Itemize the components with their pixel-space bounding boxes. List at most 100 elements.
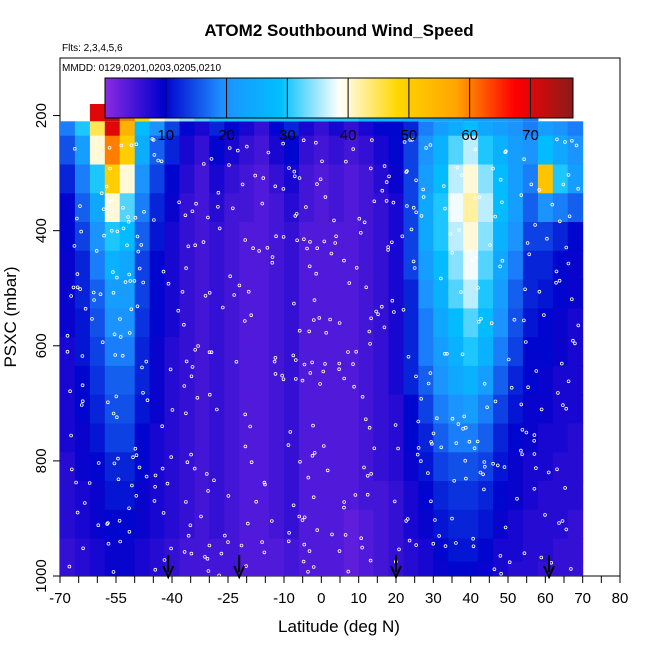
observation-dot	[237, 283, 242, 288]
heatmap-cell	[104, 121, 121, 137]
observation-dot	[493, 399, 498, 404]
heatmap-cell	[552, 279, 569, 309]
heatmap-cell	[313, 121, 330, 137]
x-tick-label: 70	[574, 590, 591, 607]
observation-dot	[576, 323, 581, 328]
heatmap-cell	[343, 193, 360, 223]
observation-dot	[116, 477, 121, 482]
observation-dot	[262, 480, 267, 485]
heatmap-cell	[149, 561, 166, 576]
observation-dot	[391, 200, 396, 205]
observation-dot	[102, 233, 106, 238]
observation-dot	[459, 290, 463, 294]
heatmap-cell	[298, 250, 315, 281]
heatmap-cell	[463, 308, 479, 338]
heatmap-cell	[209, 561, 225, 576]
heatmap-cell	[448, 193, 464, 223]
heatmap-cell	[537, 308, 554, 338]
heatmap-cell	[89, 222, 106, 252]
heatmap-cell	[328, 365, 345, 396]
observation-dot	[407, 538, 412, 543]
observation-dot	[346, 569, 351, 574]
observation-dot	[431, 541, 436, 546]
heatmap-cell	[104, 561, 121, 576]
observation-dot	[269, 519, 274, 523]
observation-dot	[329, 251, 334, 256]
colorbar	[104, 77, 574, 119]
observation-dot	[69, 294, 73, 298]
heatmap-cell	[74, 394, 91, 425]
heatmap-cell	[254, 561, 270, 576]
heatmap-cell	[373, 164, 390, 194]
heatmap-cell	[567, 222, 584, 252]
heatmap-cell	[313, 538, 330, 563]
observation-dot	[192, 466, 197, 471]
observation-dot	[306, 475, 311, 480]
heatmap-cell	[552, 394, 569, 425]
heatmap-cell	[388, 135, 404, 166]
observation-dot	[80, 383, 85, 388]
heatmap-cell	[104, 308, 121, 338]
observation-dot	[367, 329, 372, 334]
observation-dot	[292, 174, 297, 179]
observation-dot	[152, 218, 156, 222]
observation-dot	[443, 544, 448, 548]
observation-dot	[405, 169, 409, 173]
observation-dot	[177, 200, 181, 205]
observation-dot	[534, 466, 538, 470]
heatmap-cell	[209, 337, 225, 367]
heatmap-cell	[149, 193, 166, 223]
heatmap-cell	[224, 164, 240, 194]
observation-dot	[286, 443, 291, 447]
observation-dot	[161, 511, 166, 515]
heatmap-cell	[493, 121, 509, 137]
observation-dot	[390, 298, 395, 303]
observation-dot	[474, 255, 479, 260]
observation-dot	[500, 258, 505, 263]
heatmap-cell	[224, 481, 240, 511]
observation-dot	[421, 187, 426, 192]
observation-dot	[389, 240, 394, 245]
heatmap-cell	[478, 365, 494, 396]
arrow-head	[233, 565, 246, 580]
heatmap-cell	[89, 250, 106, 281]
heatmap-cell	[74, 308, 91, 338]
heatmap-cell	[433, 561, 449, 576]
heatmap-cell	[194, 121, 210, 137]
observation-dot	[332, 218, 336, 223]
heatmap-cell	[478, 222, 494, 252]
heatmap-cell	[104, 164, 121, 194]
heatmap-cell	[254, 423, 270, 453]
observation-dot	[74, 480, 78, 485]
observation-dot	[106, 400, 110, 405]
heatmap-cell	[403, 308, 419, 338]
heatmap-cell	[522, 193, 539, 223]
observation-dot	[369, 316, 373, 321]
heatmap-cell	[74, 135, 91, 166]
observation-dot	[141, 280, 146, 285]
heatmap-cell	[89, 193, 106, 223]
observation-dot	[414, 543, 419, 547]
heatmap-cell	[209, 279, 225, 309]
heatmap-cell	[418, 279, 434, 309]
heatmap-cell	[478, 193, 494, 223]
observation-dot	[75, 272, 80, 276]
heatmap-cell	[149, 121, 166, 137]
heatmap-cell	[269, 308, 285, 338]
observation-dot	[293, 377, 298, 381]
observation-dot	[463, 458, 468, 463]
heatmap-cell	[418, 135, 434, 166]
heatmap-cell	[254, 135, 270, 166]
heatmap-cell	[463, 365, 479, 396]
observation-dot	[112, 461, 117, 466]
observation-dot	[503, 525, 508, 530]
heatmap-cell	[239, 193, 255, 223]
heatmap-cell	[298, 538, 315, 563]
heatmap-cell	[448, 164, 464, 194]
heatmap-cell	[224, 365, 240, 396]
heatmap-cell	[254, 279, 270, 309]
heatmap-cell	[328, 135, 345, 166]
observation-dot	[571, 338, 575, 343]
x-tick-label: -40	[161, 590, 183, 607]
heatmap-cell	[403, 509, 419, 540]
